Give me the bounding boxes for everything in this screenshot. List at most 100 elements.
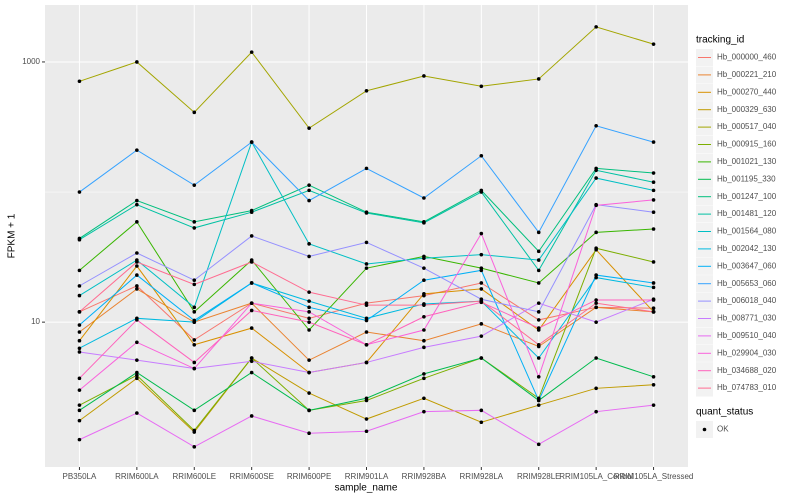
data-point [479,84,484,89]
data-point [307,254,311,259]
data-point [364,211,369,215]
data-point [77,338,82,343]
data-point [77,293,82,298]
data-point [192,338,197,342]
data-point [536,310,541,314]
data-point [422,256,426,261]
legend-label: Hb_000915_160 [717,140,777,149]
data-point [422,221,426,225]
legend-label: Hb_000270_440 [717,87,777,96]
data-point [307,316,311,321]
y-axis-title: FPKM + 1 [7,213,18,258]
data-point [135,287,139,291]
data-point [192,366,197,371]
data-point [249,308,254,313]
data-point [594,273,598,277]
data-point [594,356,598,360]
data-point [307,391,311,395]
data-point [594,230,598,235]
data-point [135,370,139,375]
data-point [422,74,426,78]
data-point [651,42,656,46]
data-point [536,249,541,254]
legend-label: Hb_008771_030 [717,314,777,323]
data-point [135,264,139,268]
data-point [479,299,484,303]
data-point [135,284,139,288]
data-point [307,183,311,187]
data-point [594,246,598,251]
data-point [364,396,369,401]
data-point [192,183,197,187]
x-tick-label: RRIM600SE [229,472,273,481]
legend-label: Hb_034688_020 [717,366,777,375]
data-point [77,346,82,351]
data-point [536,281,541,285]
data-point [249,140,254,144]
data-point [307,290,311,294]
legend-label: Hb_029904_030 [717,348,777,357]
data-point [77,350,82,354]
data-point [249,281,254,285]
legend-label: Hb_002042_130 [717,244,777,253]
y-tick-label: 1000 [22,57,40,66]
data-point [651,140,656,144]
data-point [536,326,541,330]
x-tick-label: RRIM600LE [172,472,216,481]
data-point [192,282,197,287]
data-point [651,281,656,285]
data-point [77,237,82,242]
data-point [192,226,197,230]
data-point [422,409,426,414]
data-point [192,408,197,413]
data-point [422,314,426,319]
x-tick-label: RRIM105LA_Control [559,472,633,481]
data-point [536,356,541,360]
data-point [536,375,541,379]
data-point [192,110,197,115]
data-point [422,196,426,200]
x-tick-label: RRIM600LA [115,472,159,481]
data-point [192,278,197,283]
data-point [192,360,197,365]
data-point [651,210,656,214]
legend-label: Hb_000329_630 [717,105,777,114]
data-point [249,356,254,360]
data-point [249,359,254,364]
data-point [307,299,311,303]
data-point [135,60,139,64]
legend-label: Hb_001481_120 [717,209,777,218]
data-point [651,180,656,185]
data-point [536,77,541,81]
x-tick-label: RRIM105LA_Stressed [614,472,694,481]
data-point [77,330,82,334]
data-point [422,372,426,376]
data-point [135,198,139,203]
data-point [536,442,541,447]
x-tick-label: RRIM928LE [517,472,561,481]
data-point [77,408,82,413]
data-point [307,320,311,324]
data-point [192,305,197,310]
data-point [135,220,139,224]
legend-label: Hb_001247_100 [717,192,777,201]
data-point [249,210,254,214]
data-point [536,268,541,273]
data-point [307,408,311,413]
data-point [364,429,369,434]
data-point [479,281,484,285]
data-point [651,171,656,175]
data-point [135,411,139,415]
data-point [651,260,656,264]
data-point [536,301,541,305]
data-point [422,303,426,307]
data-point [135,202,139,207]
data-point [307,328,311,332]
legend-label: Hb_001195_330 [717,174,776,183]
data-point [364,330,369,334]
data-point [135,373,139,378]
data-point [307,310,311,314]
data-point [364,303,369,307]
data-point [479,287,484,291]
legend-label: Hb_074783_010 [717,383,777,392]
